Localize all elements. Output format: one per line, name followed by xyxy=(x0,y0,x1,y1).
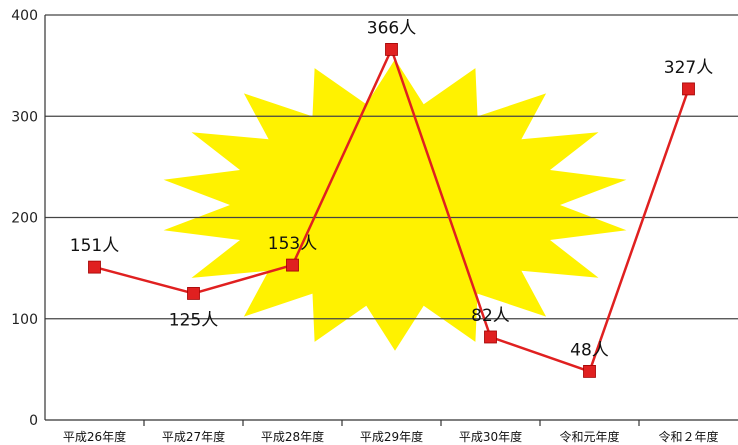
data-label: 82人 xyxy=(471,306,510,326)
y-tick-label: 200 xyxy=(11,211,38,227)
x-category-label: 平成26年度 xyxy=(63,429,126,444)
data-marker xyxy=(484,330,497,344)
x-category-label: 平成28年度 xyxy=(261,429,324,444)
data-label: 151人 xyxy=(70,236,119,256)
data-markers xyxy=(88,43,695,378)
y-tick-label: 300 xyxy=(11,109,38,125)
x-category-label: 平成29年度 xyxy=(360,429,423,444)
x-category-labels: 平成26年度 平成27年度 平成28年度 平成29年度 平成30年度 令和元年度 令和２年度 xyxy=(63,429,719,444)
data-marker xyxy=(286,258,299,272)
gridlines xyxy=(45,14,738,320)
x-category-label: 平成27年度 xyxy=(162,429,225,444)
data-label: 125人 xyxy=(169,310,218,330)
data-marker xyxy=(385,43,398,56)
data-marker xyxy=(88,260,101,274)
data-marker xyxy=(682,82,695,96)
data-marker xyxy=(583,364,596,378)
x-category-label: 平成30年度 xyxy=(459,429,522,444)
data-label: 366人 xyxy=(367,18,416,38)
data-label: 153人 xyxy=(268,234,317,254)
data-label: 327人 xyxy=(664,58,713,78)
x-category-label: 令和元年度 xyxy=(559,429,619,444)
y-tick-label: 100 xyxy=(11,312,38,328)
y-tick-label: 400 xyxy=(11,8,38,24)
starburst-decoration xyxy=(163,59,627,351)
data-labels: 151人 125人 153人 366人 82人 48人 327人 xyxy=(70,18,713,360)
x-tick-marks xyxy=(143,420,640,426)
data-label: 48人 xyxy=(570,340,609,360)
data-marker xyxy=(187,287,200,300)
y-tick-labels: 0 100 200 300 400 xyxy=(11,8,38,429)
x-category-label: 令和２年度 xyxy=(658,429,718,444)
y-tick-label: 0 xyxy=(29,413,38,429)
